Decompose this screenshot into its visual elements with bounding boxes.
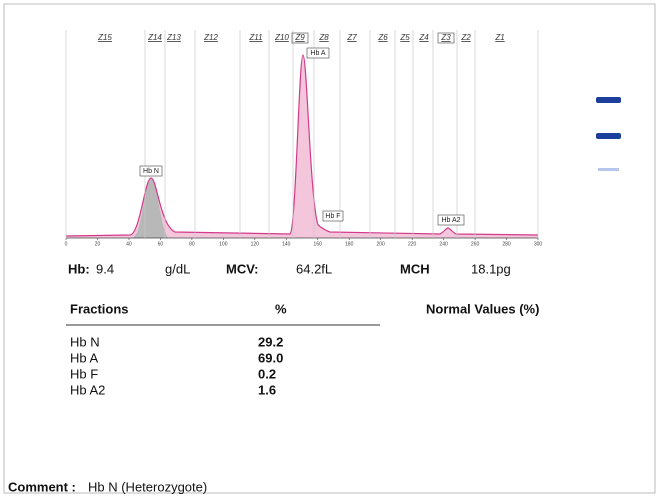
peak-label: Hb A2: [441, 217, 460, 224]
report: Z15Z14Z13Z12Z11Z10Z9Z8Z7Z6Z5Z4Z3Z2Z10204…: [0, 0, 659, 497]
mch-value: 18.1pg: [471, 261, 511, 276]
zone-label: Z12: [203, 33, 218, 42]
tick-label: 60: [158, 241, 164, 247]
gel-band: [596, 97, 621, 103]
gel-band: [598, 168, 619, 171]
zone-label: Z8: [318, 33, 329, 42]
tick-label: 180: [345, 241, 354, 247]
zone-label: Z1: [494, 33, 504, 42]
tick-label: 140: [282, 241, 291, 247]
tick-label: 260: [471, 241, 480, 247]
hb-unit: g/dL: [165, 261, 190, 276]
tick-label: 160: [314, 241, 323, 247]
fraction-name: Hb A2: [70, 382, 105, 397]
comment-text: Hb N (Heterozygote): [88, 479, 207, 494]
tick-label: 80: [189, 241, 195, 247]
tick-label: 240: [439, 241, 448, 247]
comment-label: Comment :: [8, 479, 76, 494]
mcv-value: 64.2fL: [296, 261, 332, 276]
hb-value: 9.4: [96, 261, 114, 276]
fraction-name: Hb N: [70, 334, 100, 349]
gel-band: [596, 133, 621, 139]
fraction-percent: 1.6: [258, 382, 276, 397]
peak-label: Hb A: [310, 50, 326, 57]
zone-label: Z10: [274, 33, 289, 42]
hb-label: Hb:: [68, 261, 90, 276]
fraction-percent: 29.2: [258, 334, 283, 349]
zone-label: Z6: [377, 33, 388, 42]
tick-label: 40: [126, 241, 132, 247]
zone-label: Z14: [147, 33, 162, 42]
page-border: [4, 4, 655, 493]
tick-label: 220: [408, 241, 417, 247]
tick-label: 300: [534, 241, 543, 247]
zone-label: Z5: [399, 33, 410, 42]
peak-label: Hb F: [325, 213, 340, 220]
peak-label: Hb N: [143, 168, 159, 175]
fraction-percent: 69.0: [258, 350, 283, 365]
fraction-name: Hb A: [70, 350, 99, 365]
table-header: %: [275, 301, 287, 316]
tick-label: 0: [65, 241, 68, 247]
zone-label: Z13: [166, 33, 181, 42]
fraction-percent: 0.2: [258, 366, 276, 381]
tick-label: 20: [95, 241, 101, 247]
zone-label: Z2: [460, 33, 471, 42]
fraction-name: Hb F: [70, 366, 98, 381]
mcv-label: MCV:: [226, 261, 259, 276]
table-header: Fractions: [70, 301, 129, 316]
zone-label: Z15: [97, 33, 112, 42]
zone-label: Z7: [346, 33, 357, 42]
table-header: Normal Values (%): [426, 301, 539, 316]
tick-label: 100: [219, 241, 228, 247]
tick-label: 200: [376, 241, 385, 247]
zone-label: Z4: [418, 33, 429, 42]
tick-label: 120: [251, 241, 260, 247]
mch-label: MCH: [400, 261, 430, 276]
zone-label: Z9: [294, 33, 305, 42]
tick-label: 280: [502, 241, 511, 247]
zone-label: Z11: [248, 33, 262, 42]
zone-label: Z3: [440, 33, 451, 42]
